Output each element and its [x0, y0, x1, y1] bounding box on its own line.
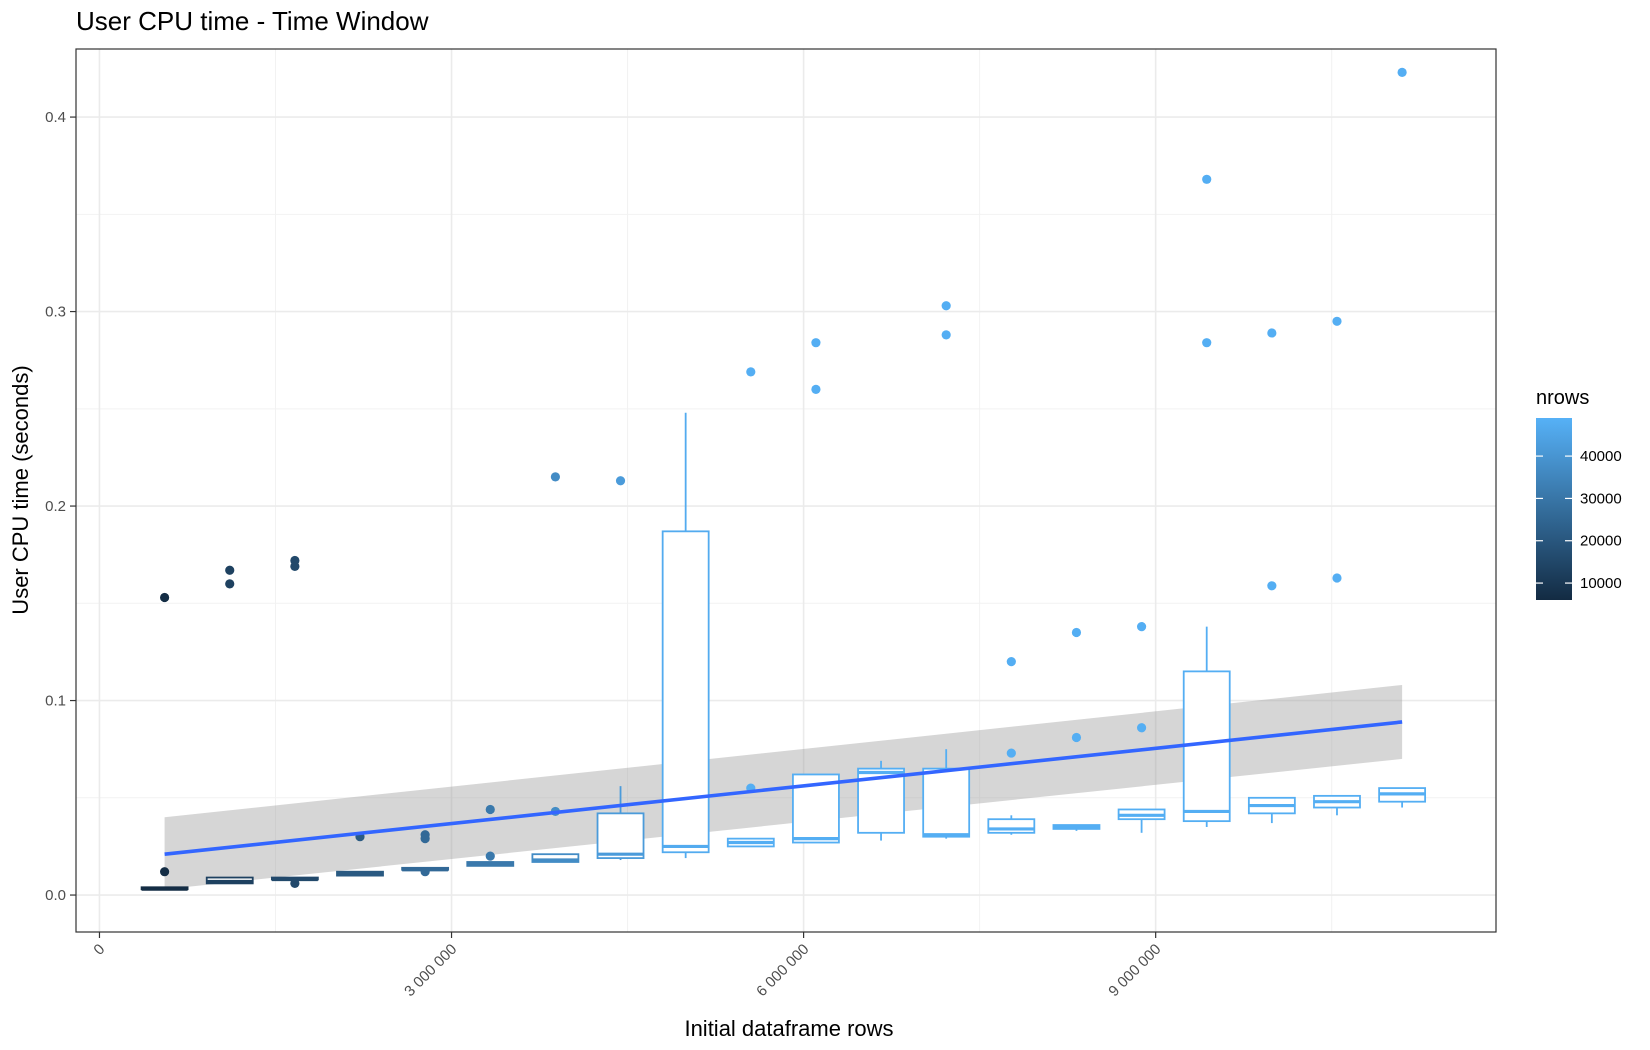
- outlier-point: [1397, 67, 1407, 77]
- boxplot: [726, 837, 775, 848]
- outlier-point: [1071, 627, 1082, 638]
- outlier-point: [1267, 581, 1277, 591]
- x-tick-label: 9 000 000: [1105, 941, 1164, 1000]
- outlier-point: [225, 579, 235, 589]
- outlier-point: [1136, 622, 1147, 632]
- y-axis-ticks: 0.0 0.1 0.2 0.3 0.4: [45, 109, 76, 904]
- outlier-point: [420, 834, 430, 844]
- outlier-point: [290, 561, 300, 571]
- outlier-point: [485, 804, 495, 815]
- outlier-point: [160, 592, 170, 603]
- outlier-point: [746, 367, 756, 377]
- outlier-point: [225, 565, 235, 575]
- boxplot: [140, 886, 189, 891]
- boxplot: [1247, 796, 1296, 824]
- y-axis-title: User CPU time (seconds): [8, 365, 33, 614]
- outlier-point: [1267, 328, 1277, 338]
- panel-border: [75, 48, 1497, 933]
- legend-title: nrows: [1536, 387, 1589, 409]
- outlier-point: [485, 851, 495, 861]
- boxplot: [1182, 626, 1231, 827]
- x-axis-title: Initial dataframe rows: [684, 1016, 893, 1041]
- outlier-point: [941, 301, 951, 311]
- legend-tick-label: 40000: [1580, 448, 1622, 465]
- outlier-point: [550, 472, 560, 482]
- outlier-point: [290, 878, 300, 888]
- outlier-point: [811, 338, 821, 348]
- y-tick-label: 0.2: [45, 498, 66, 515]
- outlier-point: [1071, 732, 1082, 743]
- box-body: [531, 853, 580, 863]
- outlier-point: [1006, 748, 1016, 758]
- boxplot-layer: [140, 412, 1427, 891]
- y-tick-label: 0.0: [45, 887, 66, 904]
- outlier-point: [941, 330, 951, 340]
- grid-lines: [76, 49, 1496, 932]
- outlier-point: [1332, 316, 1342, 326]
- outlier-points: [160, 67, 1407, 888]
- outlier-point: [420, 867, 430, 877]
- x-tick-label: 0: [90, 941, 108, 959]
- box-body: [922, 767, 971, 838]
- outlier-point: [1332, 573, 1342, 583]
- boxplot: [466, 861, 515, 867]
- legend-tick-label: 20000: [1580, 533, 1622, 550]
- boxplot: [857, 760, 905, 841]
- boxplot: [1378, 787, 1427, 808]
- box-body: [596, 812, 645, 859]
- boxplot: [922, 749, 971, 839]
- outlier-point: [1202, 174, 1212, 184]
- outlier-point: [811, 384, 821, 394]
- legend-tick-label: 10000: [1580, 575, 1622, 592]
- box-body: [987, 818, 1036, 834]
- boxplot: [1117, 808, 1166, 833]
- boxplot: [531, 853, 580, 863]
- x-tick-label: 6 000 000: [753, 941, 812, 1000]
- boxplot: [1052, 824, 1101, 831]
- outlier-point: [1202, 338, 1212, 348]
- trend-line: [164, 720, 1403, 856]
- chart-title: User CPU time - Time Window: [76, 6, 429, 36]
- outlier-point: [615, 476, 626, 486]
- outlier-point: [160, 867, 170, 877]
- boxplot: [596, 786, 645, 861]
- boxplot: [336, 870, 384, 877]
- x-tick-label: 3 000 000: [401, 941, 460, 1000]
- trend-line-layer: [164, 720, 1403, 856]
- outlier-point: [1006, 657, 1016, 667]
- legend-tick-label: 30000: [1580, 490, 1622, 507]
- boxplot: [987, 815, 1036, 835]
- box-body: [661, 530, 710, 854]
- y-tick-label: 0.4: [45, 109, 66, 126]
- boxplot: [205, 876, 254, 885]
- y-tick-label: 0.3: [45, 304, 66, 321]
- color-legend: nrows 10000 20000 30000 40000: [1536, 387, 1622, 600]
- y-tick-label: 0.1: [45, 693, 66, 710]
- boxplot: [1313, 794, 1361, 816]
- legend-colorbar: [1536, 418, 1572, 600]
- legend-ticks: 10000 20000 30000 40000: [1536, 448, 1622, 592]
- boxplot: [661, 412, 710, 859]
- x-axis-ticks: 0 3 000 000 6 000 000 9 000 000: [90, 932, 1164, 1000]
- outlier-point: [1136, 723, 1147, 733]
